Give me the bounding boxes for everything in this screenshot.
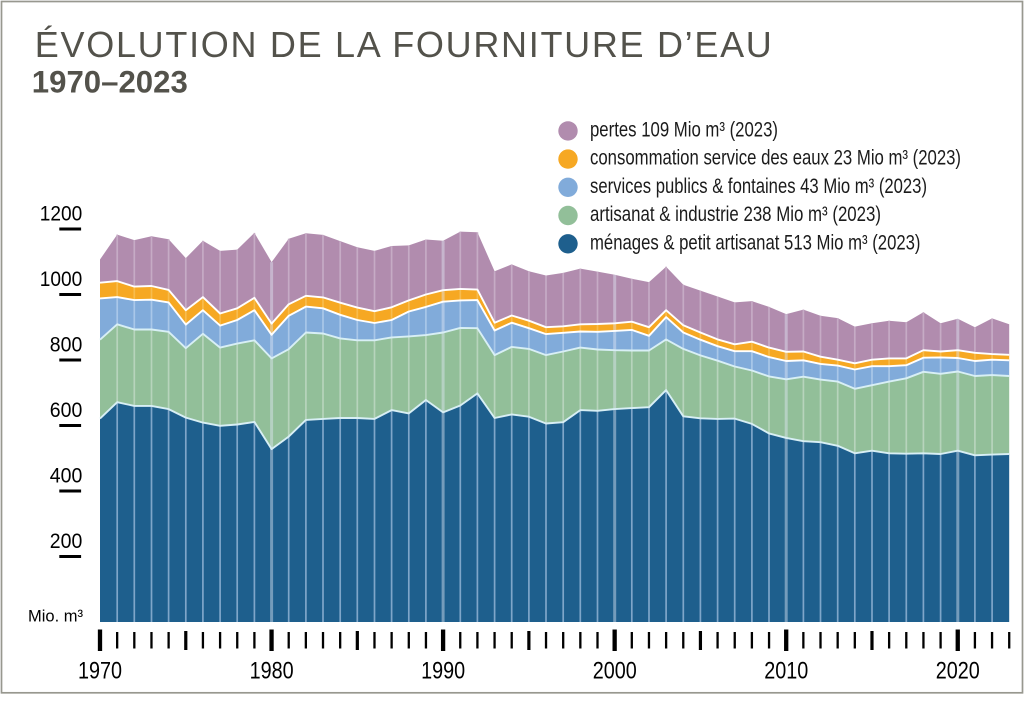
- svg-text:1000: 1000: [40, 268, 83, 291]
- svg-text:Mio. m³: Mio. m³: [28, 607, 84, 625]
- svg-text:1980: 1980: [250, 657, 294, 684]
- svg-text:2010: 2010: [764, 657, 808, 684]
- svg-text:200: 200: [50, 530, 83, 553]
- svg-text:600: 600: [50, 399, 83, 422]
- svg-text:consommation service des eaux: consommation service des eaux 23 Mio m³ …: [590, 147, 961, 170]
- svg-text:1200: 1200: [40, 202, 83, 225]
- svg-text:1970–2023: 1970–2023: [32, 64, 188, 100]
- svg-text:800: 800: [50, 333, 83, 356]
- svg-text:pertes 109 Mio m³ (2023): pertes 109 Mio m³ (2023): [590, 119, 778, 142]
- svg-text:2020: 2020: [936, 657, 980, 684]
- svg-text:ménages & petit artisanat 513: ménages & petit artisanat 513 Mio m³ (20…: [590, 231, 921, 254]
- svg-text:400: 400: [50, 464, 83, 487]
- svg-text:1970: 1970: [78, 657, 122, 684]
- svg-text:1990: 1990: [421, 657, 465, 684]
- svg-text:artisanat & industrie 238 Mio: artisanat & industrie 238 Mio m³ (2023): [590, 203, 881, 226]
- svg-text:services publics & fontaines 4: services publics & fontaines 43 Mio m³ (…: [590, 175, 927, 198]
- svg-text:2000: 2000: [593, 657, 637, 684]
- svg-text:ÉVOLUTION DE LA FOURNITURE D’E: ÉVOLUTION DE LA FOURNITURE D’EAU: [35, 24, 772, 65]
